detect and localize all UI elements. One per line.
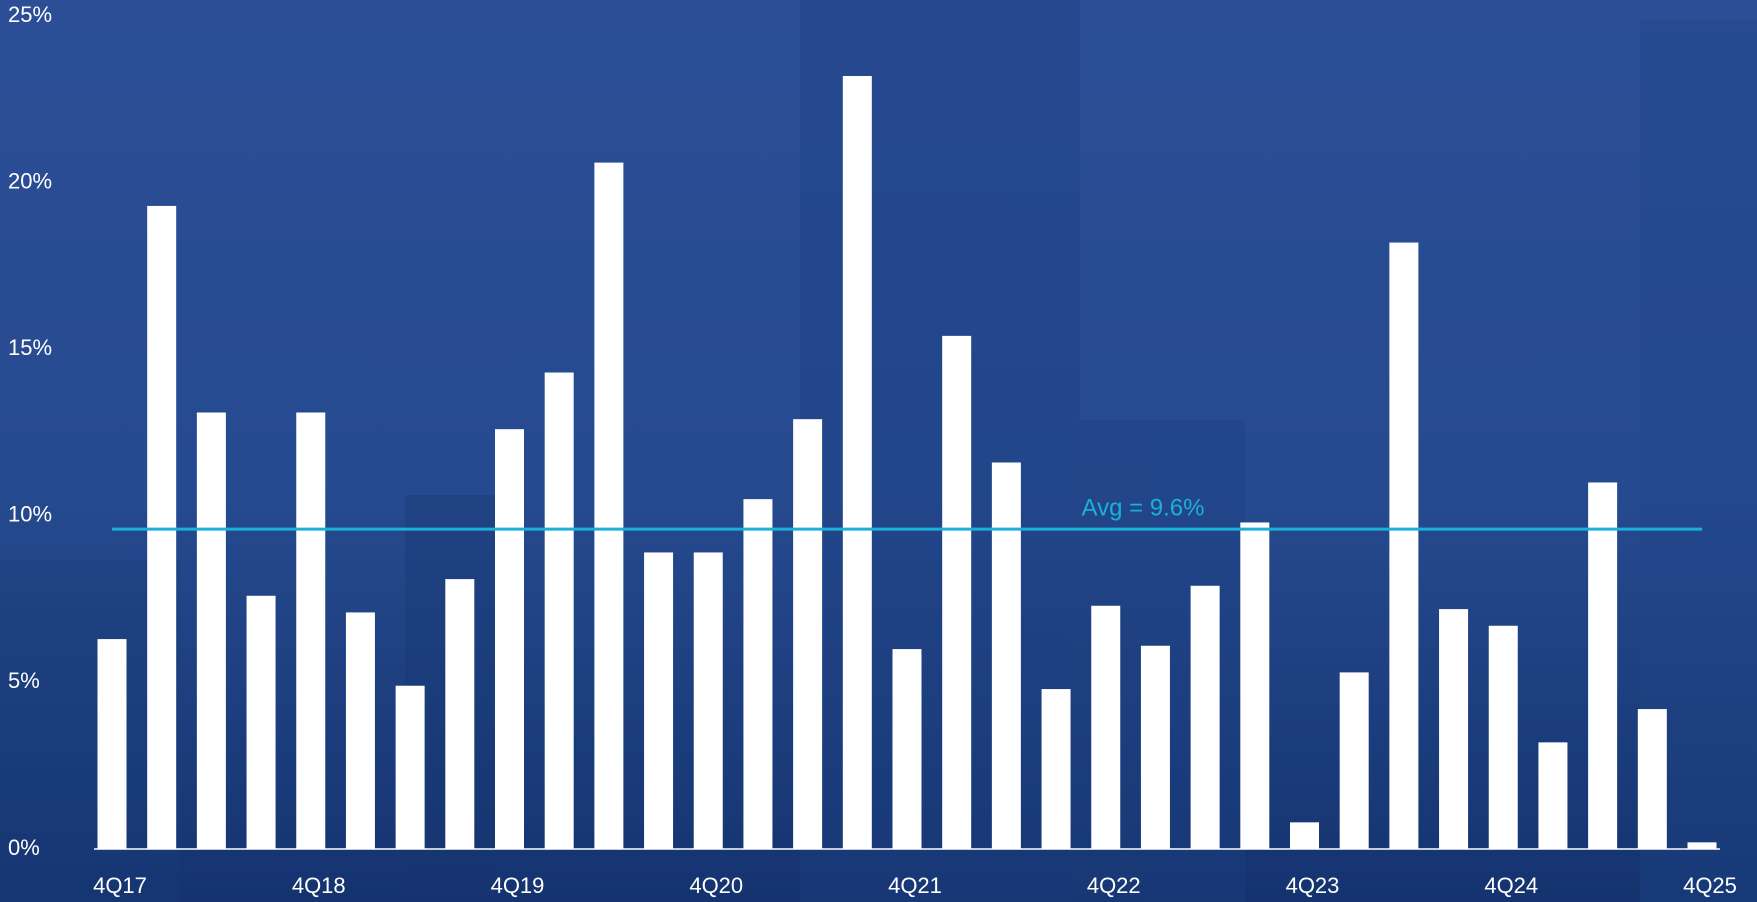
bar [594,162,624,849]
bar [1488,625,1518,849]
y-tick-label: 5% [8,668,40,693]
bar [1687,842,1717,849]
x-tick-label: 4Q19 [491,873,545,898]
x-tick-label: 4Q24 [1484,873,1538,898]
bar [1240,522,1270,849]
bar [1339,672,1369,849]
bar [991,462,1021,849]
bar [1290,822,1319,849]
x-tick-label: 4Q17 [93,873,147,898]
bar [1041,689,1071,849]
y-tick-label: 0% [8,835,40,860]
bar [1637,709,1667,849]
bar [395,685,425,849]
x-tick-label: 4Q22 [1087,873,1141,898]
bar [345,612,375,849]
bar [793,419,823,849]
x-tick-label: 4Q21 [888,873,942,898]
x-tick-label: 4Q25 [1683,873,1737,898]
y-tick-label: 20% [8,168,52,193]
x-tick-label: 4Q20 [689,873,743,898]
bar [147,205,177,849]
bar [942,335,972,849]
bar [1091,605,1121,849]
bar [1538,742,1568,849]
bar [693,552,723,849]
bar [544,372,574,849]
bar [644,552,674,849]
bar [1588,482,1618,849]
average-label: Avg = 9.6% [1082,494,1205,521]
bar [842,75,872,849]
tower [800,0,1080,902]
x-tick-label: 4Q23 [1286,873,1340,898]
bar [1190,585,1220,849]
bar [196,412,226,849]
bar [246,595,276,849]
bar [495,429,524,849]
bar [743,499,773,849]
bar [1140,645,1170,849]
bar [296,412,326,849]
bar [892,649,922,849]
bar [1389,242,1419,850]
y-tick-label: 25% [8,2,52,27]
y-tick-label: 15% [8,335,52,360]
x-tick-label: 4Q18 [292,873,346,898]
y-tick-label: 10% [8,502,52,527]
bar [1439,609,1469,849]
bar [445,579,475,849]
bar [97,639,127,849]
